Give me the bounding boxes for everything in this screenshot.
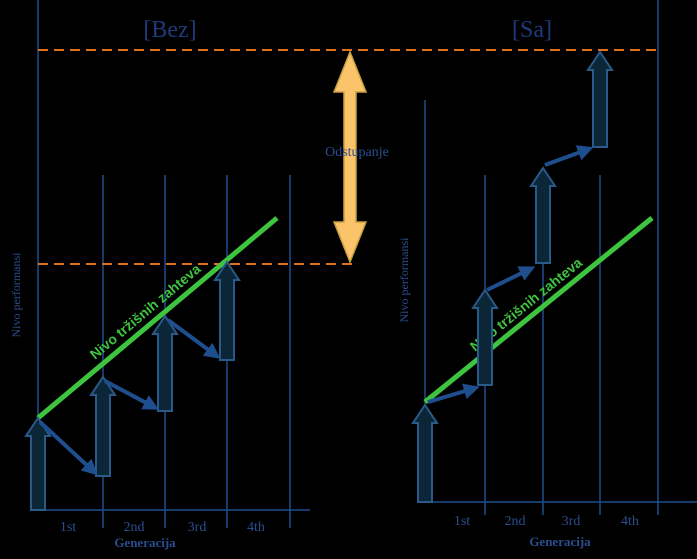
generation-label: 4th: [621, 514, 639, 529]
panel-title: [Bez]: [143, 17, 196, 43]
generation-label: 3rd: [562, 514, 581, 529]
generation-label: 4th: [247, 520, 265, 535]
x-axis-label: Generacija: [529, 534, 591, 549]
y-axis-label: Nivo performansi: [397, 237, 411, 323]
gap-arrow: [332, 49, 368, 265]
generation-label: 1st: [60, 520, 76, 535]
panel-title: [Sa]: [512, 17, 552, 43]
performance-arrows: [24, 50, 614, 511]
requirement-line: [423, 216, 654, 404]
x-axis-label: Generacija: [114, 535, 176, 550]
generation-label: 2nd: [124, 520, 145, 535]
generation-label: 3rd: [188, 520, 207, 535]
generation-label: 1st: [454, 514, 470, 529]
y-axis-label: Nivo performansi: [9, 252, 23, 338]
gap-label: Odstupanje: [325, 145, 389, 160]
generation-label: 2nd: [505, 514, 526, 529]
requirement-line: [36, 216, 279, 420]
requirement-label: Nivo tržišnih zahteva: [87, 260, 204, 362]
